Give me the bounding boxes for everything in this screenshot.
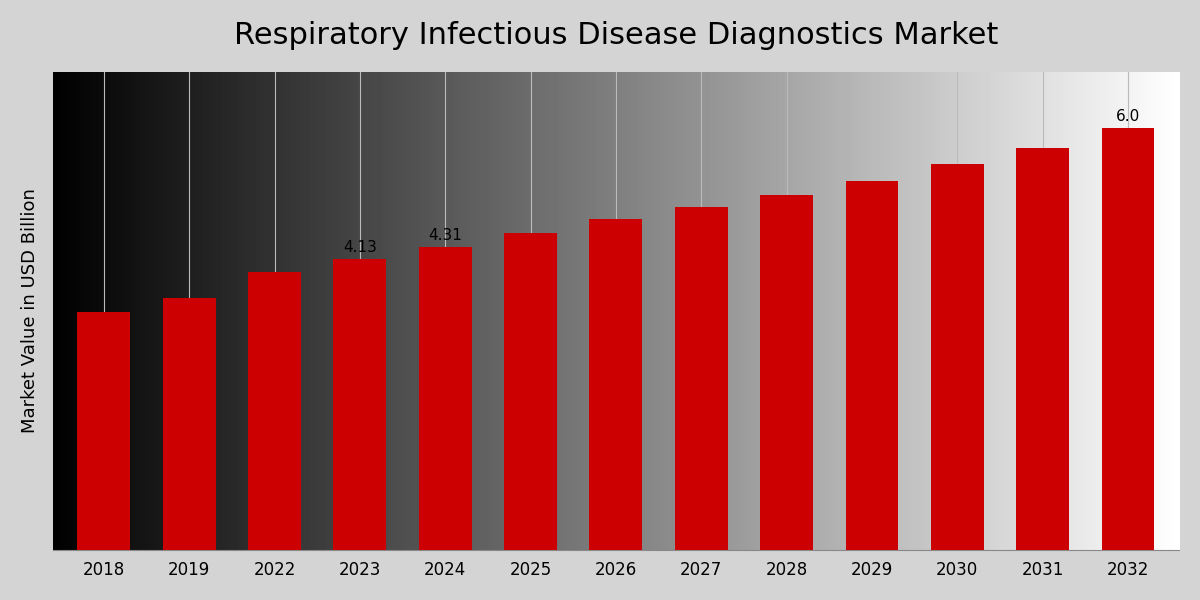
- Bar: [931, 164, 984, 550]
- Text: 6.0: 6.0: [1116, 109, 1140, 124]
- Bar: [846, 181, 899, 550]
- Bar: [1016, 148, 1069, 550]
- Y-axis label: Market Value in USD Billion: Market Value in USD Billion: [20, 188, 38, 433]
- Text: 4.31: 4.31: [428, 227, 462, 242]
- Bar: [248, 272, 301, 550]
- Bar: [419, 247, 472, 550]
- Bar: [334, 259, 386, 550]
- Bar: [78, 312, 131, 550]
- Bar: [760, 195, 814, 550]
- Bar: [674, 207, 727, 550]
- Bar: [504, 233, 557, 550]
- Title: Respiratory Infectious Disease Diagnostics Market: Respiratory Infectious Disease Diagnosti…: [234, 21, 998, 50]
- Bar: [589, 220, 642, 550]
- Bar: [163, 298, 216, 550]
- Bar: [1102, 128, 1154, 550]
- Text: 4.13: 4.13: [343, 240, 377, 255]
